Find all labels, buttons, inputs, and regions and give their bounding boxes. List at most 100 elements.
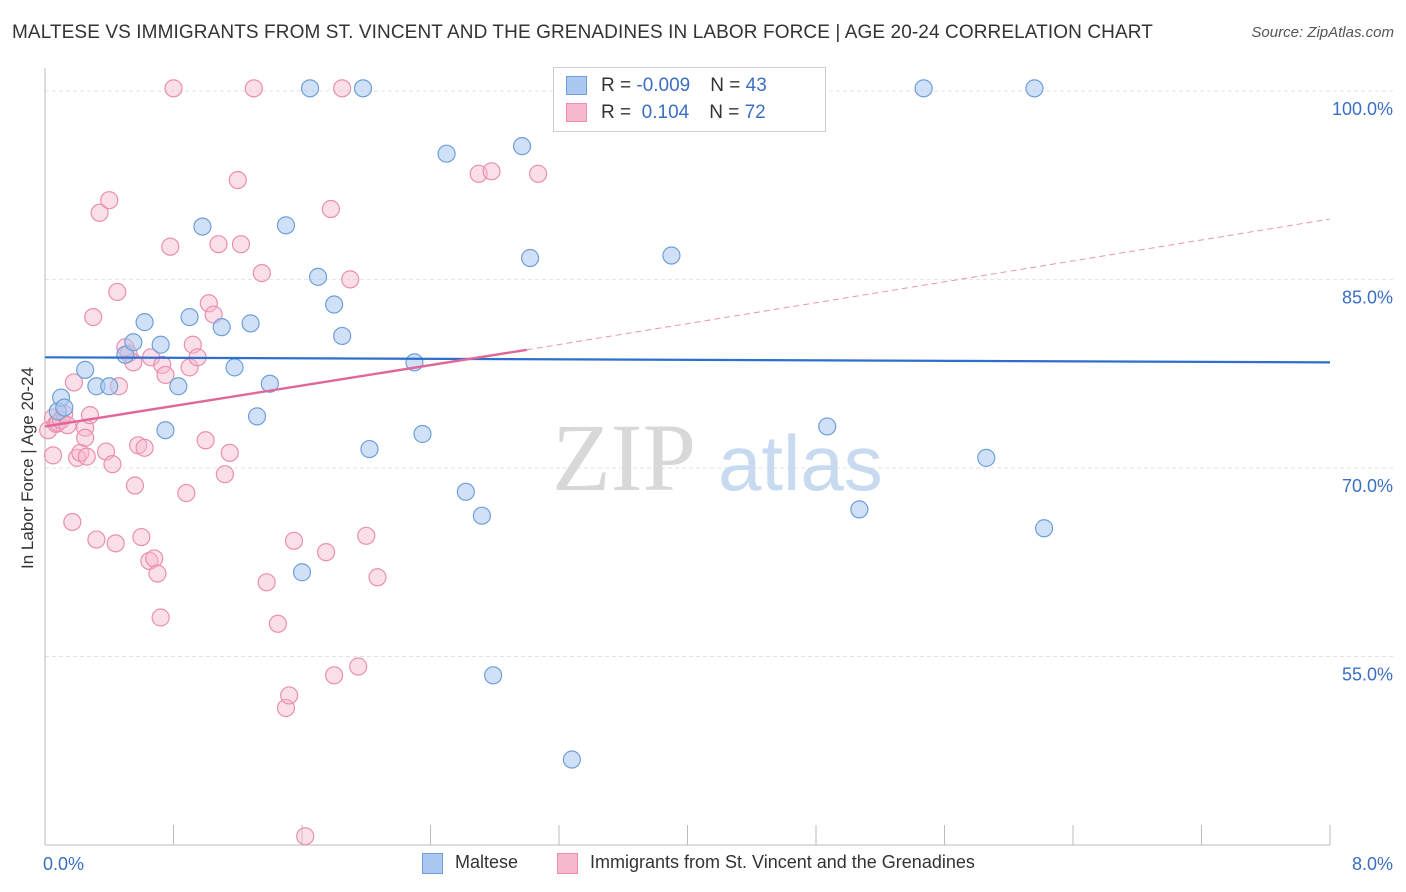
- maltese-point: [662, 246, 681, 265]
- immigrants-point: [156, 365, 175, 385]
- series-maltese-points: [48, 79, 1054, 769]
- immigrants-point: [220, 443, 239, 462]
- immigrants-point: [252, 264, 271, 283]
- immigrants-point: [244, 79, 263, 98]
- immigrants-point: [161, 237, 180, 256]
- maltese-point: [1034, 519, 1054, 538]
- source-credit: Source: ZipAtlas.com: [1251, 24, 1394, 41]
- legend-r-value: -0.009: [636, 75, 691, 96]
- maltese-point: [818, 417, 837, 436]
- immigrants-point: [63, 512, 82, 532]
- maltese-point: [292, 563, 312, 582]
- watermark-zip: ZIP: [552, 404, 696, 511]
- immigrants-point: [325, 666, 344, 685]
- immigrants-point: [68, 448, 87, 467]
- immigrants-point: [43, 446, 63, 465]
- immigrants-point: [77, 447, 96, 466]
- legend-n-label: N =: [709, 102, 745, 123]
- legend-swatch-maltese: [422, 852, 443, 874]
- maltese-point: [225, 358, 244, 377]
- maltese-point: [55, 398, 74, 417]
- maltese-point: [308, 267, 328, 286]
- immigrants-point: [316, 543, 336, 562]
- y-tick-label: 85.0%: [1342, 287, 1393, 307]
- immigrants-point: [151, 608, 170, 627]
- immigrants-point: [333, 79, 352, 98]
- source-name: ZipAtlas.com: [1307, 24, 1394, 41]
- gridlines: [45, 90, 1394, 657]
- legend-swatch-immigrants: [557, 852, 578, 874]
- maltese-point: [1025, 79, 1044, 98]
- immigrants-point: [125, 476, 145, 495]
- immigrants-point: [284, 531, 304, 550]
- immigrants-trend-line: [44, 348, 528, 428]
- maltese-point: [151, 335, 170, 354]
- immigrants-point: [132, 527, 151, 547]
- immigrants-point: [357, 526, 376, 545]
- series-immigrants-points: [39, 79, 548, 846]
- immigrants-point: [257, 573, 276, 592]
- maltese-point: [353, 79, 373, 98]
- watermark-atlas: atlas: [718, 419, 883, 507]
- maltese-point: [437, 144, 456, 163]
- immigrants-point: [215, 465, 234, 484]
- immigrants-point: [368, 568, 387, 587]
- immigrants-point: [64, 373, 84, 392]
- immigrants-point: [135, 438, 154, 457]
- maltese-point: [325, 295, 344, 314]
- x-tick-label: 0.0%: [43, 854, 84, 874]
- maltese-point: [360, 439, 379, 459]
- immigrants-point: [482, 162, 501, 181]
- legend-n-value: 72: [744, 102, 766, 123]
- legend-item-maltese: Maltese: [422, 852, 518, 874]
- legend-r-label: R =: [601, 75, 637, 96]
- immigrants-point: [268, 614, 288, 633]
- x-tick-label: 8.0%: [1352, 854, 1393, 874]
- y-axis-label: In Labor Force | Age 20-24: [18, 367, 37, 569]
- immigrants-point: [231, 235, 251, 254]
- maltese-point: [413, 424, 432, 444]
- immigrants-point: [321, 199, 341, 219]
- maltese-point: [850, 500, 869, 519]
- maltese-trend-line: [44, 356, 1331, 364]
- maltese-point: [472, 506, 491, 525]
- immigrants-point: [199, 294, 218, 313]
- maltese-point: [484, 666, 503, 685]
- y-tick-label: 70.0%: [1342, 476, 1393, 496]
- source-prefix: Source:: [1251, 24, 1308, 41]
- chart-title: MALTESE VS IMMIGRANTS FROM ST. VINCENT A…: [12, 22, 1153, 43]
- maltese-point: [512, 137, 532, 156]
- maltese-point: [169, 377, 188, 396]
- immigrants-point: [76, 428, 95, 447]
- maltese-point: [124, 333, 143, 352]
- series-legend: Maltese Immigrants from St. Vincent and …: [0, 852, 1406, 878]
- immigrants-point: [145, 549, 164, 568]
- maltese-point: [247, 407, 267, 426]
- immigrants-point: [153, 355, 172, 374]
- legend-row-immigrants: R = 0.104 N = 72: [566, 102, 766, 126]
- immigrants-point: [87, 530, 106, 549]
- maltese-point: [914, 79, 933, 98]
- immigrants-point: [341, 270, 360, 289]
- y-tick-label: 100.0%: [1332, 99, 1393, 119]
- immigrants-point: [90, 203, 109, 222]
- immigrants-point: [84, 307, 103, 327]
- immigrants-point: [108, 282, 127, 302]
- immigrants-point: [196, 431, 215, 450]
- maltese-point: [212, 318, 231, 337]
- maltese-point: [193, 217, 212, 236]
- immigrants-point: [228, 170, 247, 190]
- immigrants-point: [296, 827, 315, 846]
- immigrants-point: [100, 191, 119, 210]
- legend-r-label: R =: [601, 102, 637, 123]
- watermark: ZIP atlas: [552, 404, 883, 511]
- maltese-point: [135, 313, 154, 332]
- legend-n-label: N =: [710, 75, 746, 96]
- maltese-point: [156, 421, 175, 440]
- maltese-point: [333, 326, 352, 346]
- immigrants-point: [349, 657, 368, 676]
- maltese-point: [977, 448, 996, 467]
- maltese-point: [180, 307, 199, 327]
- immigrants-point: [148, 564, 167, 583]
